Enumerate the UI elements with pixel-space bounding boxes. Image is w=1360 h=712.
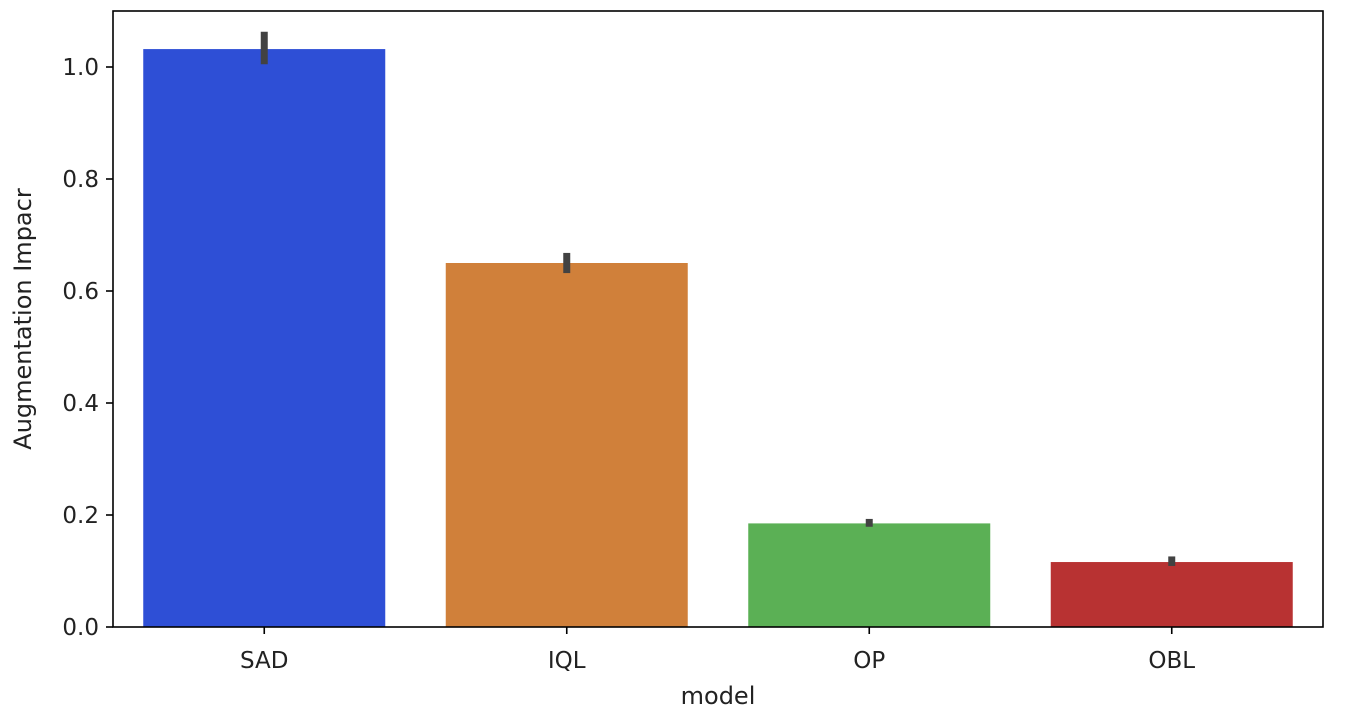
bar-op: [748, 523, 991, 627]
y-tick-label: 0.4: [62, 391, 99, 417]
x-tick-label: SAD: [240, 648, 288, 674]
x-tick-label: IQL: [548, 648, 586, 674]
y-tick-label: 0.8: [62, 167, 99, 193]
x-tick-label: OP: [853, 648, 885, 674]
y-tick-label: 0.6: [62, 279, 99, 305]
y-axis-label: Augmentation Impacr: [9, 188, 37, 450]
y-tick-label: 0.0: [62, 615, 99, 641]
bars-layer: [143, 49, 1293, 627]
x-axis-label: model: [681, 682, 756, 710]
plot-frame: [112, 10, 1324, 628]
bar-obl: [1050, 562, 1293, 627]
error-bars-layer: [260, 31, 1176, 566]
bar-iql: [445, 263, 688, 627]
bar-sad: [143, 49, 386, 627]
y-tick-label: 1.0: [62, 55, 99, 81]
x-tick-label: OBL: [1148, 648, 1195, 674]
x-axis: SAD IQL OP OBL: [240, 627, 1195, 674]
y-axis: 0.0 0.2 0.4 0.6 0.8 1.0: [62, 55, 113, 641]
y-tick-label: 0.2: [62, 503, 99, 529]
